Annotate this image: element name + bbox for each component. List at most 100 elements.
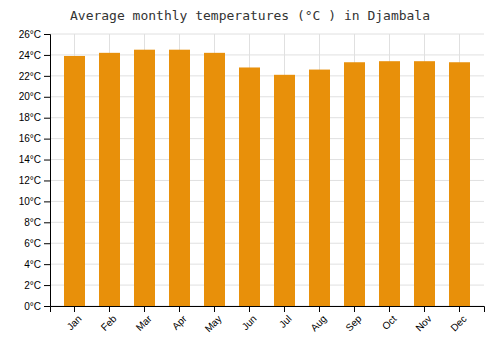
- y-tick-mark: [44, 97, 50, 98]
- y-tick-mark: [44, 139, 50, 140]
- chart: Average monthly temperatures (°C ) in Dj…: [0, 0, 500, 350]
- x-tick: Dec: [448, 306, 468, 333]
- y-tick: 14°C: [19, 154, 50, 165]
- y-tick-label: 14°C: [19, 154, 41, 165]
- y-axis: 0°C 2°C 4°C 6°C 8°C 10°C 12°C 14°C 16°C 18°C 20°C 2…: [19, 29, 51, 312]
- x-tick-mark: [109, 306, 110, 312]
- y-tick: 24°C: [19, 50, 50, 61]
- y-tick: 2°C: [24, 280, 50, 291]
- plot: 0°C 2°C 4°C 6°C 8°C 10°C 12°C 14°C 16°C 18°C 20°C 2…: [19, 29, 485, 335]
- y-tick-mark: [44, 118, 50, 119]
- bar: [99, 53, 120, 306]
- y-tick: 0°C: [24, 301, 50, 312]
- x-tick-mark: [389, 306, 390, 312]
- y-tick-mark: [44, 243, 50, 244]
- bar: [414, 61, 435, 306]
- x-tick-mark: [319, 306, 320, 312]
- x-tick: Aug: [308, 306, 328, 333]
- y-tick-mark: [44, 306, 50, 307]
- x-tick: Jun: [240, 306, 259, 332]
- x-tick-label: Mar: [134, 313, 154, 333]
- bar: [134, 50, 155, 306]
- x-tick: Nov: [413, 306, 433, 333]
- y-axis-line: [44, 35, 51, 307]
- x-tick-mark: [144, 306, 145, 312]
- y-tick: 20°C: [19, 91, 50, 102]
- x-tick: Mar: [134, 306, 154, 333]
- y-tick: 4°C: [24, 259, 50, 270]
- y-tick-label: 10°C: [19, 196, 41, 207]
- y-tick: 26°C: [19, 29, 50, 40]
- y-tick: 12°C: [19, 175, 50, 186]
- y-tick-mark: [44, 34, 50, 35]
- y-tick-mark: [44, 76, 50, 77]
- y-tick: 16°C: [19, 133, 50, 144]
- bar: [204, 53, 225, 306]
- y-tick-label: 16°C: [19, 133, 41, 144]
- x-tick-label: Apr: [170, 313, 189, 332]
- x-tick-label: Feb: [99, 313, 119, 333]
- x-tick: May: [203, 306, 224, 334]
- x-tick-mark: [459, 306, 460, 312]
- x-tick-mark: [179, 306, 180, 312]
- y-tick: 10°C: [19, 196, 50, 207]
- y-tick-label: 4°C: [24, 259, 41, 270]
- y-tick-label: 2°C: [24, 280, 41, 291]
- y-tick-mark: [44, 55, 50, 56]
- y-tick-label: 18°C: [19, 112, 41, 123]
- y-tick-label: 6°C: [24, 238, 41, 249]
- y-tick-label: 8°C: [24, 217, 41, 228]
- x-tick-label: Nov: [413, 313, 433, 333]
- x-tick-label: May: [203, 313, 224, 334]
- x-tick: Jan: [65, 306, 84, 332]
- y-tick-label: 26°C: [19, 29, 41, 40]
- x-tick-mark: [284, 306, 285, 312]
- x-tick-label: Aug: [308, 313, 328, 333]
- y-tick-mark: [44, 160, 50, 161]
- y-tick: 6°C: [24, 238, 50, 249]
- x-tick-mark: [214, 306, 215, 312]
- x-tick: Apr: [170, 306, 189, 332]
- y-tick-mark: [44, 180, 50, 181]
- bar: [449, 62, 470, 306]
- y-tick: 18°C: [19, 112, 50, 123]
- y-grid-line: [50, 34, 484, 35]
- y-tick: 22°C: [19, 71, 50, 82]
- y-tick: 8°C: [24, 217, 50, 228]
- y-tick-mark: [44, 201, 50, 202]
- y-tick-label: 0°C: [24, 301, 41, 312]
- x-tick-mark: [424, 306, 425, 312]
- x-tick: Sep: [343, 306, 364, 333]
- x-tick-label: Jan: [65, 313, 84, 332]
- y-tick-label: 12°C: [19, 175, 41, 186]
- x-tick: Oct: [380, 306, 399, 332]
- x-tick: Feb: [99, 306, 119, 333]
- x-tick-label: Dec: [448, 313, 468, 333]
- y-tick-label: 20°C: [19, 91, 41, 102]
- bar: [379, 61, 400, 306]
- y-tick-mark: [44, 285, 50, 286]
- bars: [64, 50, 470, 306]
- bar: [309, 70, 330, 306]
- x-tick-label: Sep: [343, 313, 364, 334]
- y-tick-label: 24°C: [19, 50, 41, 61]
- x-tick-mark: [249, 306, 250, 312]
- x-tick-label: Jun: [240, 313, 259, 332]
- x-tick-label: Jul: [277, 313, 294, 330]
- bar: [239, 67, 260, 306]
- bar: [344, 62, 365, 306]
- x-tick: Jul: [277, 306, 294, 330]
- y-tick-label: 22°C: [19, 71, 41, 82]
- bar: [64, 56, 85, 306]
- x-tick-mark: [354, 306, 355, 312]
- x-tick-mark: [74, 306, 75, 312]
- y-tick-mark: [44, 222, 50, 223]
- title: Average monthly temperatures (°C ) in Dj…: [70, 8, 430, 23]
- bar: [169, 50, 190, 306]
- x-axis-line: [51, 307, 485, 313]
- y-tick-mark: [44, 264, 50, 265]
- bar: [274, 75, 295, 306]
- grid: [50, 34, 484, 306]
- x-axis: Jan Feb Mar Apr May Jun Jul Aug Sep Oct Nov Dec: [51, 306, 485, 334]
- x-tick-label: Oct: [380, 313, 399, 332]
